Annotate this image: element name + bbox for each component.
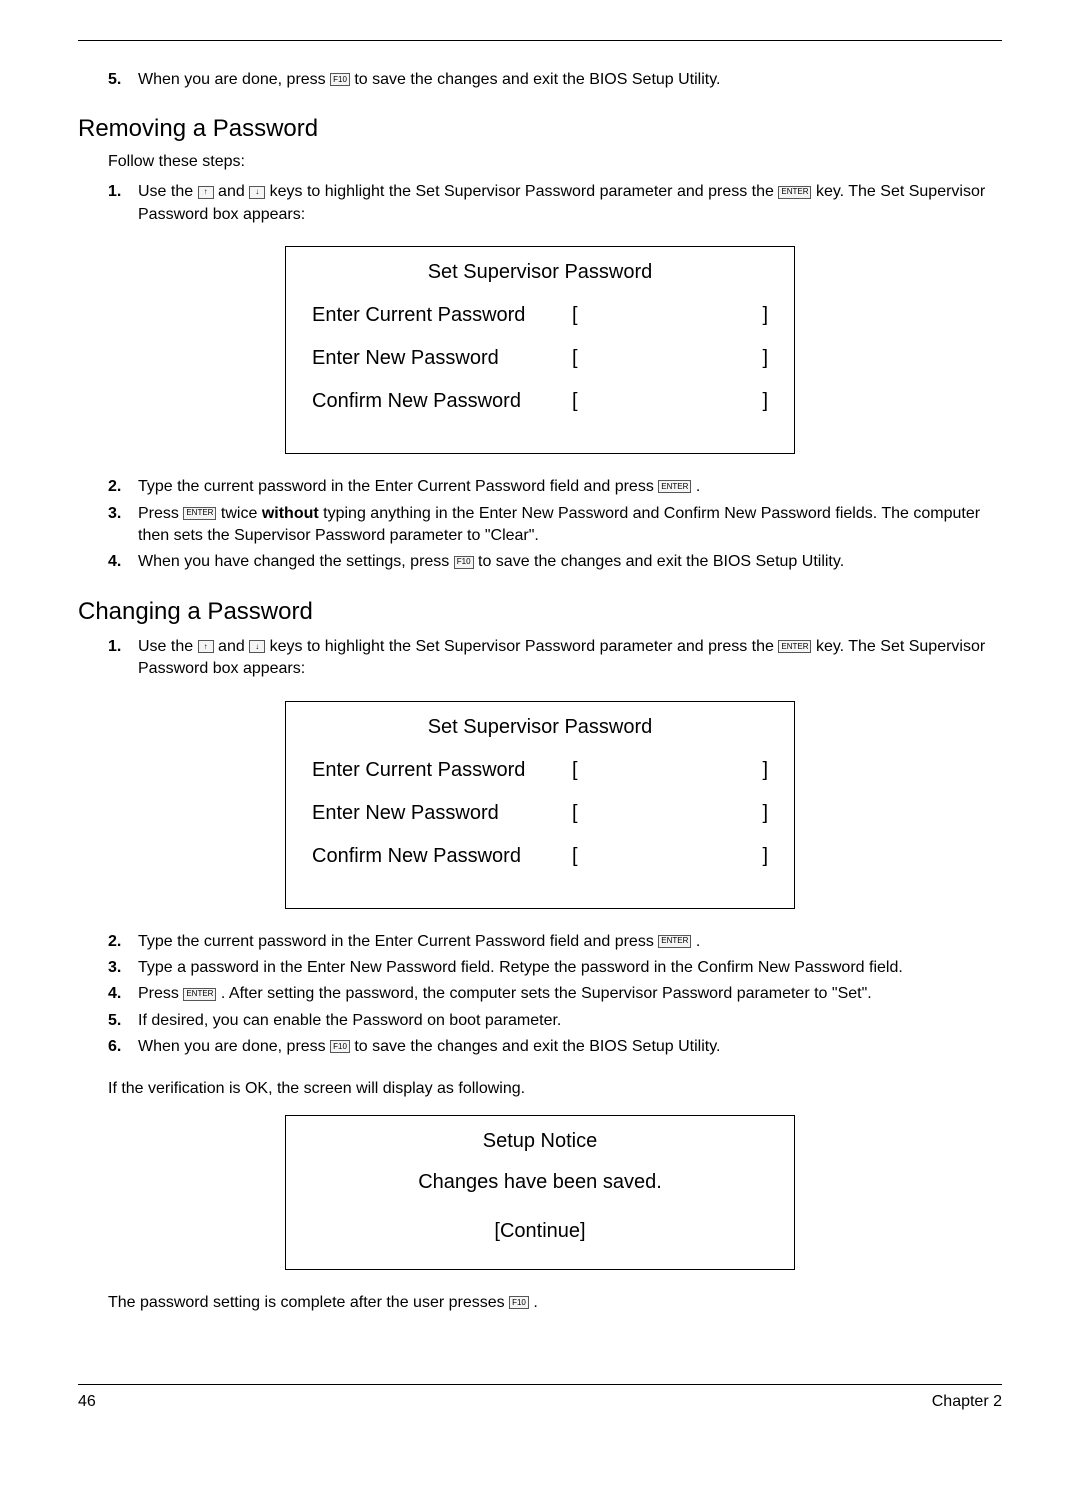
f10-key-icon: F10: [330, 1040, 350, 1053]
field-label: Enter New Password: [312, 802, 572, 825]
changing-password-heading: Changing a Password: [78, 598, 1002, 626]
bracket-close: ]: [602, 390, 768, 413]
bracket-open: [: [572, 304, 602, 327]
step-text: Type the current password in the Enter C…: [138, 931, 1002, 953]
bracket-open: [: [572, 845, 602, 868]
continue-button-label: [Continue]: [312, 1220, 768, 1243]
field-label: Confirm New Password: [312, 845, 572, 868]
removing-step-2: 2. Type the current password in the Ente…: [108, 476, 1002, 498]
dialog-row: Enter Current Password [ ]: [312, 304, 768, 327]
step-text: If desired, you can enable the Password …: [138, 1010, 1002, 1032]
page-footer: 46 Chapter 2: [78, 1385, 1002, 1411]
bracket-close: ]: [602, 304, 768, 327]
dialog-row: Confirm New Password [ ]: [312, 390, 768, 413]
step-number: 3.: [108, 957, 138, 979]
enter-key-icon: ENTER: [778, 640, 811, 653]
bold-text: without: [262, 505, 319, 522]
setup-notice-dialog: Setup Notice Changes have been saved. [C…: [285, 1115, 795, 1270]
step-text: Use the ↑ and ↓ keys to highlight the Se…: [138, 636, 1002, 681]
follow-steps-text: Follow these steps:: [108, 153, 1002, 171]
step-number: 2.: [108, 476, 138, 498]
top-rule: [78, 40, 1002, 41]
field-label: Enter Current Password: [312, 759, 572, 782]
step-number: 2.: [108, 931, 138, 953]
set-supervisor-password-dialog: Set Supervisor Password Enter Current Pa…: [285, 246, 795, 454]
step-number: 4.: [108, 551, 138, 573]
step-text: Type the current password in the Enter C…: [138, 476, 1002, 498]
f10-key-icon: F10: [509, 1296, 529, 1309]
dialog-title: Set Supervisor Password: [312, 716, 768, 739]
enter-key-icon: ENTER: [183, 507, 216, 520]
step-number: 6.: [108, 1036, 138, 1058]
field-label: Confirm New Password: [312, 390, 572, 413]
enter-key-icon: ENTER: [658, 935, 691, 948]
verification-text: If the verification is OK, the screen wi…: [108, 1078, 1002, 1100]
field-label: Enter New Password: [312, 347, 572, 370]
down-arrow-key-icon: ↓: [249, 186, 265, 199]
enter-key-icon: ENTER: [658, 480, 691, 493]
changing-step-4: 4. Press ENTER . After setting the passw…: [108, 983, 1002, 1005]
page-number: 46: [78, 1393, 96, 1411]
notice-message: Changes have been saved.: [312, 1171, 768, 1194]
dialog-title: Set Supervisor Password: [312, 261, 768, 284]
step-text: Use the ↑ and ↓ keys to highlight the Se…: [138, 181, 1002, 226]
step-number: 1.: [108, 636, 138, 658]
bracket-open: [: [572, 759, 602, 782]
completion-text: The password setting is complete after t…: [108, 1292, 1002, 1314]
step-text: When you are done, press F10 to save the…: [138, 69, 1002, 91]
f10-key-icon: F10: [330, 73, 350, 86]
step-text: When you have changed the settings, pres…: [138, 551, 1002, 573]
notice-title: Setup Notice: [312, 1130, 768, 1153]
step-number: 4.: [108, 983, 138, 1005]
changing-step-3: 3. Type a password in the Enter New Pass…: [108, 957, 1002, 979]
chapter-label: Chapter 2: [932, 1393, 1002, 1411]
changing-step-2: 2. Type the current password in the Ente…: [108, 931, 1002, 953]
changing-step-6: 6. When you are done, press F10 to save …: [108, 1036, 1002, 1058]
bracket-open: [: [572, 802, 602, 825]
bracket-close: ]: [602, 845, 768, 868]
bracket-close: ]: [602, 802, 768, 825]
enter-key-icon: ENTER: [778, 186, 811, 199]
field-label: Enter Current Password: [312, 304, 572, 327]
dialog-row: Confirm New Password [ ]: [312, 845, 768, 868]
bracket-close: ]: [602, 347, 768, 370]
changing-step-5: 5. If desired, you can enable the Passwo…: [108, 1010, 1002, 1032]
step-number: 1.: [108, 181, 138, 203]
step-5-top: 5. When you are done, press F10 to save …: [108, 69, 1002, 91]
removing-password-heading: Removing a Password: [78, 115, 1002, 143]
dialog-row: Enter Current Password [ ]: [312, 759, 768, 782]
down-arrow-key-icon: ↓: [249, 640, 265, 653]
bracket-open: [: [572, 390, 602, 413]
step-text: Press ENTER twice without typing anythin…: [138, 503, 1002, 548]
step-number: 3.: [108, 503, 138, 525]
up-arrow-key-icon: ↑: [198, 640, 214, 653]
removing-step-1: 1. Use the ↑ and ↓ keys to highlight the…: [108, 181, 1002, 226]
bracket-open: [: [572, 347, 602, 370]
enter-key-icon: ENTER: [183, 988, 216, 1001]
removing-step-4: 4. When you have changed the settings, p…: [108, 551, 1002, 573]
step-text: When you are done, press F10 to save the…: [138, 1036, 1002, 1058]
step-number: 5.: [108, 69, 138, 91]
step-number: 5.: [108, 1010, 138, 1032]
step-text: Type a password in the Enter New Passwor…: [138, 957, 1002, 979]
dialog-row: Enter New Password [ ]: [312, 802, 768, 825]
changing-step-1: 1. Use the ↑ and ↓ keys to highlight the…: [108, 636, 1002, 681]
set-supervisor-password-dialog: Set Supervisor Password Enter Current Pa…: [285, 701, 795, 909]
f10-key-icon: F10: [454, 556, 474, 569]
up-arrow-key-icon: ↑: [198, 186, 214, 199]
bracket-close: ]: [602, 759, 768, 782]
dialog-row: Enter New Password [ ]: [312, 347, 768, 370]
step-text: Press ENTER . After setting the password…: [138, 983, 1002, 1005]
removing-step-3: 3. Press ENTER twice without typing anyt…: [108, 503, 1002, 548]
